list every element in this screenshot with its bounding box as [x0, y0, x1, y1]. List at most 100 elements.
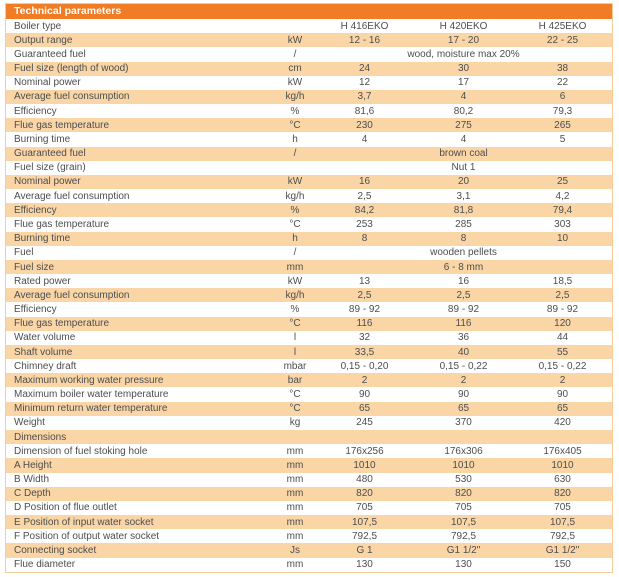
value-cell: 2,5: [456, 289, 471, 301]
value-cell: 81,8: [453, 204, 474, 216]
unit-cell: kW: [287, 34, 303, 46]
value-cell: 90: [556, 389, 569, 401]
param-label: E Position of input water socket: [14, 516, 154, 528]
param-label: Boiler type: [14, 20, 62, 32]
unit-cell: mbar: [283, 360, 307, 372]
param-label: Chimney draft: [14, 360, 77, 372]
param-label: Flue diameter: [14, 559, 76, 571]
value-cell: 176x256: [345, 445, 384, 457]
table-row: Dimension of fuel stoking hole mm 176x256 1…: [6, 444, 612, 459]
value-cell: 2: [361, 374, 368, 386]
value-cell: 820: [356, 488, 373, 500]
value-cell: 2,5: [555, 289, 570, 301]
param-label: D Position of flue outlet: [14, 502, 117, 514]
value-cell: 25: [556, 176, 569, 188]
param-label: Average fuel consumption: [14, 91, 130, 103]
value-cell: 30: [457, 63, 470, 75]
param-label: A Height: [14, 459, 52, 471]
value-cell: 4: [460, 133, 467, 145]
value-cell: 10: [556, 233, 569, 245]
unit-cell: /: [293, 247, 297, 259]
value-cell: 275: [455, 119, 472, 131]
param-label: Shaft volume: [14, 346, 73, 358]
value-cell: 2,5: [357, 289, 372, 301]
span-value-cell: wooden pellets: [430, 247, 497, 259]
table-row: Flue gas temperature °C 230 275 265: [6, 118, 612, 133]
span-value-cell: 6 - 8 mm: [443, 261, 484, 273]
value-cell: 230: [356, 119, 373, 131]
value-cell: 6: [559, 91, 566, 103]
value-cell: 530: [455, 474, 472, 486]
table-row: Fuel size (length of wood) cm 24 30 38: [6, 61, 612, 76]
value-cell: 89 - 92: [546, 304, 579, 316]
value-cell: 0,15 - 0,22: [538, 360, 587, 372]
param-label: Efficiency: [14, 105, 57, 117]
value-cell: 1010: [551, 459, 574, 471]
value-cell: 17 - 20: [447, 34, 480, 46]
span-value-cell: brown coal: [439, 148, 488, 160]
value-cell: G1 1/2": [545, 544, 580, 556]
value-cell: 4: [460, 91, 467, 103]
value-cell: 3,1: [456, 190, 471, 202]
span-value-cell: Nut 1: [451, 162, 476, 174]
param-label: Average fuel consumption: [14, 289, 130, 301]
unit-cell: mm: [286, 445, 304, 457]
param-label: Flue gas temperature: [14, 218, 110, 230]
table-row: Flue diameter mm 130 130 150: [6, 557, 612, 572]
value-cell: 792,5: [549, 530, 576, 542]
value-cell: 18,5: [552, 275, 573, 287]
unit-cell: °C: [289, 389, 301, 401]
value-cell: 40: [457, 346, 470, 358]
value-cell: 17: [457, 77, 470, 89]
param-label: Guaranteed fuel: [14, 148, 86, 160]
value-cell: 90: [358, 389, 371, 401]
table-row: Nominal power kW 16 20 25: [6, 174, 612, 190]
unit-cell: kW: [287, 176, 303, 188]
table-row: Nominal power kW 12 17 22: [6, 75, 612, 90]
table-row: Connecting socket Js G 1 G1 1/2" G1 1/2": [6, 543, 612, 558]
unit-cell: mm: [286, 474, 304, 486]
table-row: Weight kg 245 370 420: [6, 415, 612, 430]
param-label: Guaranteed fuel: [14, 48, 86, 60]
param-label: Flue gas temperature: [14, 119, 110, 131]
value-cell: 32: [358, 332, 371, 344]
unit-cell: mm: [286, 530, 304, 542]
unit-cell: /: [293, 148, 297, 160]
section-row: Dimensions: [6, 429, 612, 445]
value-cell: 116: [356, 318, 373, 330]
table-row: Burning time h 8 8 10: [6, 231, 612, 246]
table-row: Efficiency% 81,6 80,2 79,3: [6, 104, 612, 119]
value-cell: 12: [358, 77, 371, 89]
param-label: Nominal power: [14, 77, 81, 89]
param-label: Water volume: [14, 332, 76, 344]
unit-cell: bar: [287, 374, 303, 386]
param-label: Burning time: [14, 233, 71, 245]
value-cell: 16: [457, 275, 470, 287]
table-row: C Depth mm 820 820 820: [6, 486, 612, 501]
value-cell: 13: [358, 275, 371, 287]
value-cell: 20: [457, 176, 470, 188]
unit-cell: h: [292, 233, 298, 245]
table-row: Efficiency% 89 - 92 89 - 92 89 - 92: [6, 302, 612, 317]
param-label: B Width: [14, 474, 50, 486]
value-cell: 1010: [452, 459, 475, 471]
param-label: Nominal power: [14, 176, 81, 188]
value-cell: G1 1/2": [446, 544, 481, 556]
value-cell: 1010: [353, 459, 376, 471]
value-cell: 84,2: [354, 204, 375, 216]
table-row: Maximum working water pressure bar 2 2 2: [6, 373, 612, 388]
value-cell: 22: [556, 77, 569, 89]
value-cell: 630: [554, 474, 571, 486]
unit-cell: %: [290, 304, 300, 316]
value-cell: 4: [361, 133, 368, 145]
table-row: Shaft volume l 33,5 40 55: [6, 344, 612, 360]
value-cell: 253: [356, 218, 373, 230]
table-row: Flue gas temperature °C 116 116 120: [6, 316, 612, 331]
table-title-bar: Technical parameters: [6, 4, 612, 19]
value-cell: 116: [455, 318, 472, 330]
table-row: F Position of output water socket mm 792,5…: [6, 529, 612, 544]
value-cell: 176x306: [444, 445, 483, 457]
table-row: Burning time h 4 4 5: [6, 132, 612, 147]
unit-cell: kg/h: [285, 91, 305, 103]
value-cell: 3,7: [357, 91, 372, 103]
